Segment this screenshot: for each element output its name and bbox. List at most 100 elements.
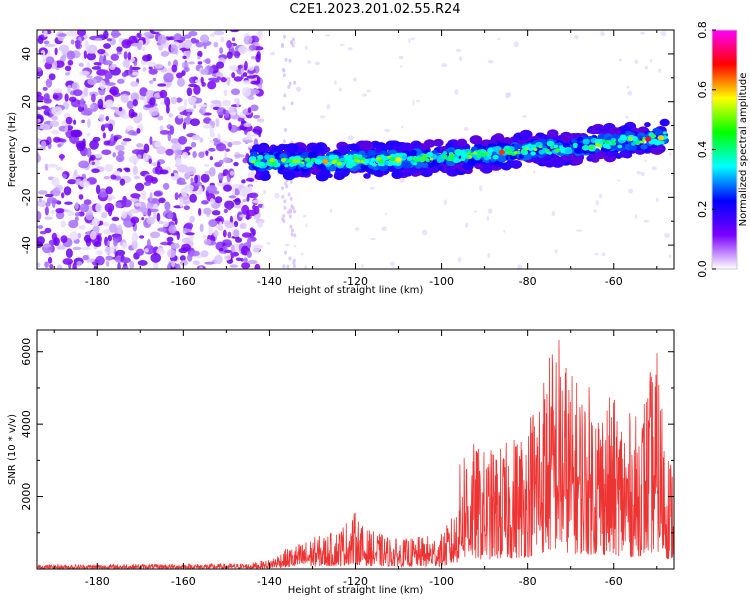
noise-blob [241,86,252,97]
ridge-blob [476,154,482,159]
noise-speck [617,179,621,182]
noise-blob [83,87,89,97]
noise-blob [146,216,156,225]
noise-speck [634,59,639,65]
noise-blob [200,173,210,183]
noise-blob [231,72,236,79]
ridge-blob [346,162,354,169]
noise-blob [220,36,225,43]
noise-blob [48,73,56,81]
noise-blob [83,50,88,59]
noise-blob [69,231,79,241]
noise-speck [291,228,295,233]
y-tick-label: 0 [20,146,33,153]
noise-blob [171,260,175,268]
noise-blob [242,198,247,203]
noise-blob [190,37,197,44]
noise-blob [202,234,208,239]
noise-blob [78,194,84,200]
noise-blob [223,184,232,192]
noise-blob [240,201,244,207]
noise-blob [138,112,143,122]
noise-blob [184,222,194,230]
noise-blob [162,220,169,228]
ridge-blob [441,154,448,160]
noise-blob [237,45,248,55]
ridge-blob [546,140,555,147]
ridge-blob [280,158,287,163]
noise-speck [293,233,297,238]
noise-blob [243,122,252,128]
noise-blob [126,100,134,109]
noise-blob [123,51,128,60]
ridge-blob [544,148,550,153]
noise-speck [473,210,478,213]
noise-blob [164,201,171,211]
noise-blob [224,200,235,210]
noise-blob [134,175,140,180]
ridge-blob [383,161,389,166]
noise-blob [149,136,153,146]
noise-blob [103,140,111,146]
ridge-blob [287,159,293,163]
noise-blob [183,66,190,73]
noise-blob [198,266,204,269]
noise-blob [128,155,139,164]
noise-blob [193,84,201,95]
noise-blob [170,96,178,105]
noise-blob [211,79,220,83]
ridge-blob [570,138,578,144]
x-tick-label: -100 [429,275,454,288]
noise-blob [81,119,85,124]
noise-blob [116,46,123,53]
noise-blob [149,231,161,239]
ridge-blob [554,148,561,153]
noise-blob [174,149,182,156]
noise-blob [67,209,75,217]
colorbar [712,30,737,269]
noise-blob [86,132,91,137]
noise-blob [118,106,123,112]
ridge-blob [639,140,644,144]
noise-blob [181,151,189,159]
noise-blob [153,30,165,33]
noise-blob [184,146,193,150]
noise-blob [73,119,77,125]
noise-blob [85,210,94,221]
noise-speck [408,38,411,44]
ridge-blob [595,126,603,132]
noise-blob [37,66,42,72]
noise-blob [197,50,203,58]
noise-blob [190,177,194,184]
noise-blob [74,202,79,210]
ridge-blob [570,156,583,166]
noise-blob [47,256,53,264]
noise-speck [664,233,671,238]
x-tick-label: -80 [519,275,537,288]
noise-speck [634,214,638,219]
noise-blob [220,77,227,83]
noise-blob [252,125,263,135]
noise-blob [72,246,82,251]
noise-speck [290,101,294,106]
noise-blob [53,237,60,247]
noise-blob [197,56,201,60]
noise-speck [636,170,641,175]
noise-blob [250,104,259,112]
noise-blob [186,87,193,97]
ridge-blob [259,162,266,167]
noise-speck [625,115,629,119]
noise-speck [261,204,265,210]
ridge-peak [645,136,652,142]
ridge-blob [442,150,448,155]
noise-blob [170,138,180,144]
noise-speck [384,128,391,133]
noise-blob [81,246,91,251]
noise-blob [82,254,89,261]
noise-blob [50,209,56,215]
noise-blob [141,47,145,52]
noise-blob [40,140,47,150]
ridge-blob [304,158,310,162]
noise-blob [159,125,164,131]
x-tick-label: -140 [257,575,282,588]
